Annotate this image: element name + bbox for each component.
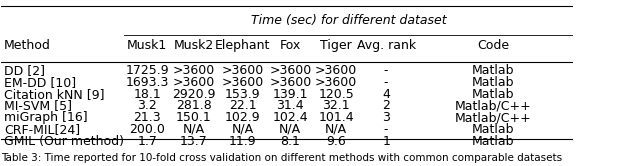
Text: Matlab/C++: Matlab/C++ xyxy=(455,99,532,112)
Text: GMIL (Our method): GMIL (Our method) xyxy=(4,135,124,148)
Text: >3600: >3600 xyxy=(315,76,357,89)
Text: N/A: N/A xyxy=(232,123,253,136)
Text: 139.1: 139.1 xyxy=(273,88,308,101)
Text: Code: Code xyxy=(477,39,509,52)
Text: 4: 4 xyxy=(382,88,390,101)
Text: Table 3: Time reported for 10-fold cross validation on different methods with co: Table 3: Time reported for 10-fold cross… xyxy=(1,153,563,163)
Text: 11.9: 11.9 xyxy=(228,135,257,148)
Text: >3600: >3600 xyxy=(269,76,312,89)
Text: -: - xyxy=(384,76,388,89)
Text: 2920.9: 2920.9 xyxy=(172,88,216,101)
Text: Matlab: Matlab xyxy=(472,88,515,101)
Text: 281.8: 281.8 xyxy=(176,99,212,112)
Text: 31.4: 31.4 xyxy=(276,99,304,112)
Text: Musk2: Musk2 xyxy=(174,39,214,52)
Text: 120.5: 120.5 xyxy=(318,88,354,101)
Text: 1.7: 1.7 xyxy=(138,135,157,148)
Text: 102.4: 102.4 xyxy=(273,111,308,124)
Text: 13.7: 13.7 xyxy=(180,135,208,148)
Text: miGraph [16]: miGraph [16] xyxy=(4,111,88,124)
Text: 150.1: 150.1 xyxy=(176,111,212,124)
Text: 102.9: 102.9 xyxy=(225,111,260,124)
Text: 1725.9: 1725.9 xyxy=(125,64,169,77)
Text: >3600: >3600 xyxy=(221,64,264,77)
Text: Matlab: Matlab xyxy=(472,123,515,136)
Text: Elephant: Elephant xyxy=(215,39,270,52)
Text: EM-DD [10]: EM-DD [10] xyxy=(4,76,76,89)
Text: 22.1: 22.1 xyxy=(228,99,257,112)
Text: N/A: N/A xyxy=(279,123,301,136)
Text: >3600: >3600 xyxy=(269,64,312,77)
Text: 18.1: 18.1 xyxy=(133,88,161,101)
Text: >3600: >3600 xyxy=(173,76,215,89)
Text: Matlab: Matlab xyxy=(472,76,515,89)
Text: 8.1: 8.1 xyxy=(280,135,300,148)
Text: 2: 2 xyxy=(382,99,390,112)
Text: 3: 3 xyxy=(382,111,390,124)
Text: N/A: N/A xyxy=(325,123,347,136)
Text: N/A: N/A xyxy=(183,123,205,136)
Text: 1693.3: 1693.3 xyxy=(125,76,169,89)
Text: Musk1: Musk1 xyxy=(127,39,168,52)
Text: 200.0: 200.0 xyxy=(129,123,165,136)
Text: Fox: Fox xyxy=(280,39,301,52)
Text: 21.3: 21.3 xyxy=(134,111,161,124)
Text: Tiger: Tiger xyxy=(320,39,352,52)
Text: 101.4: 101.4 xyxy=(318,111,354,124)
Text: Matlab: Matlab xyxy=(472,135,515,148)
Text: >3600: >3600 xyxy=(315,64,357,77)
Text: DD [2]: DD [2] xyxy=(4,64,45,77)
Text: -: - xyxy=(384,64,388,77)
Text: Avg. rank: Avg. rank xyxy=(356,39,416,52)
Text: Matlab/C++: Matlab/C++ xyxy=(455,111,532,124)
Text: 1: 1 xyxy=(382,135,390,148)
Text: Method: Method xyxy=(4,39,51,52)
Text: Matlab: Matlab xyxy=(472,64,515,77)
Text: >3600: >3600 xyxy=(173,64,215,77)
Text: CRF-MIL[24]: CRF-MIL[24] xyxy=(4,123,81,136)
Text: >3600: >3600 xyxy=(221,76,264,89)
Text: Time (sec) for different dataset: Time (sec) for different dataset xyxy=(251,14,447,27)
Text: 153.9: 153.9 xyxy=(225,88,260,101)
Text: 32.1: 32.1 xyxy=(323,99,350,112)
Text: -: - xyxy=(384,123,388,136)
Text: Citation kNN [9]: Citation kNN [9] xyxy=(4,88,105,101)
Text: MI-SVM [5]: MI-SVM [5] xyxy=(4,99,72,112)
Text: 9.6: 9.6 xyxy=(326,135,346,148)
Text: 3.2: 3.2 xyxy=(138,99,157,112)
